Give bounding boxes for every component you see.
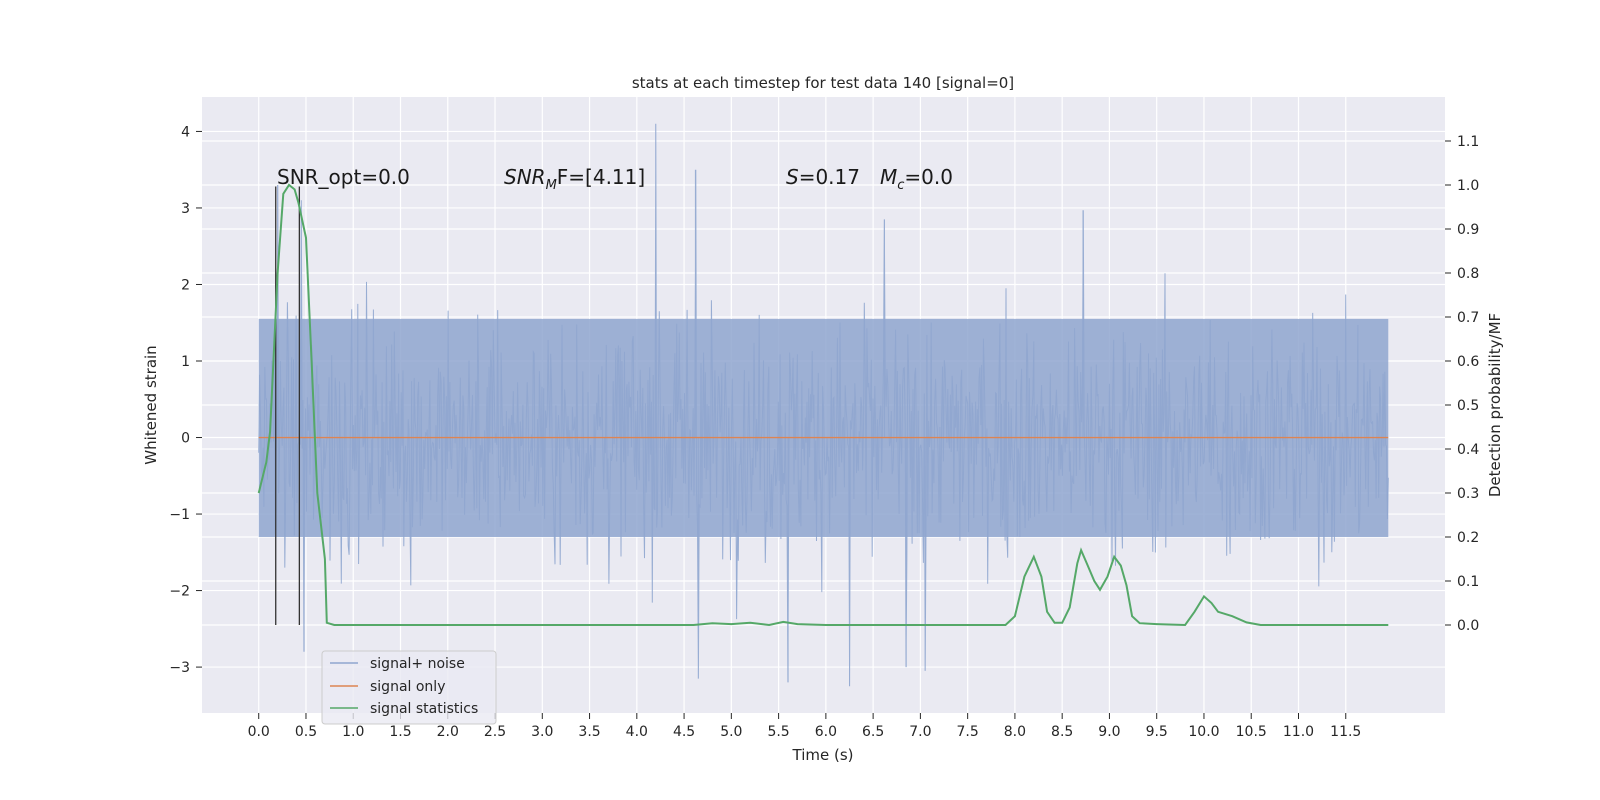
y-axis-right-label: Detection probability/MF (1486, 313, 1504, 497)
x-tick-label: 11.5 (1330, 724, 1361, 740)
vertical-markers (275, 186, 301, 625)
annotation-mc-sub: c (897, 178, 904, 193)
x-axis-ticks: 0.0 0.5 1.0 1.5 2.0 2.5 3.0 3.5 4.0 4.5 5.0 5.5 6.0 6… (248, 713, 1361, 740)
annotation-snr-opt: SNR_opt=0.0 (277, 165, 410, 189)
legend-label-signal-plus-noise: signal+ noise (370, 656, 465, 672)
x-tick-label: 6.5 (862, 724, 884, 740)
y-tick-label: 0 (181, 431, 190, 447)
x-tick-label: 8.5 (1051, 724, 1073, 740)
series-signal-statistics (257, 183, 1389, 627)
legend-label-signal-only: signal only (370, 679, 445, 695)
y-right-tick-label: 0.9 (1457, 222, 1479, 238)
x-tick-label: 10.0 (1188, 724, 1219, 740)
x-tick-label: 1.0 (342, 724, 364, 740)
annotation-snr-mf: SNRMF=[4.11] (504, 165, 645, 193)
x-tick-label: 7.5 (957, 724, 979, 740)
y-right-tick-label: 0.7 (1457, 310, 1479, 326)
y-tick-label: −1 (169, 507, 190, 523)
y-tick-label: 2 (181, 277, 190, 293)
x-tick-label: 4.5 (673, 724, 695, 740)
y-right-tick-label: 0.6 (1457, 354, 1479, 370)
annotation-snr-mf-sub: M (546, 178, 557, 193)
annotation-mc-value: =0.0 (904, 165, 953, 189)
y-axis-label: Whitened strain (142, 345, 160, 464)
legend: signal+ noise signal only signal statist… (321, 650, 497, 725)
annotation-mc-symbol: M (880, 165, 897, 189)
series-signal-plus-noise (258, 123, 1389, 687)
noise-core-band (258, 318, 1389, 537)
y-right-tick-label: 0.0 (1457, 618, 1479, 634)
y-right-tick-label: 0.3 (1457, 486, 1479, 502)
y-right-tick-label: 0.1 (1457, 574, 1479, 590)
annotation-snr-mf-base: SNR (504, 165, 546, 189)
y-axis-right-ticks: 0.0 0.1 0.2 0.3 0.4 0.5 0.6 0.7 0.8 0.9 1.0 1.1 (1445, 134, 1479, 634)
x-tick-label: 3.5 (578, 724, 600, 740)
x-tick-label: 2.5 (484, 724, 506, 740)
x-tick-label: 2.0 (437, 724, 459, 740)
annotation-s-stat: S=0.17 (786, 165, 860, 189)
annotation-s-symbol: S (786, 165, 799, 189)
x-tick-label: 1.5 (389, 724, 411, 740)
x-tick-label: 0.5 (295, 724, 317, 740)
x-tick-label: 3.0 (531, 724, 553, 740)
legend-box (321, 650, 497, 725)
x-tick-label: 8.0 (1004, 724, 1026, 740)
annotation-s-value: =0.17 (799, 165, 860, 189)
y-right-tick-label: 1.0 (1457, 178, 1479, 194)
chart-title: stats at each timestep for test data 140… (632, 74, 1014, 92)
y-tick-label: 1 (181, 354, 190, 370)
x-tick-label: 9.0 (1098, 724, 1120, 740)
y-right-tick-label: 0.5 (1457, 398, 1479, 414)
x-tick-label: 10.5 (1236, 724, 1267, 740)
y-tick-label: 3 (181, 201, 190, 217)
x-tick-label: 7.0 (909, 724, 931, 740)
y-right-tick-label: 0.8 (1457, 266, 1479, 282)
x-tick-label: 11.0 (1283, 724, 1314, 740)
x-tick-label: 4.0 (626, 724, 648, 740)
y-right-tick-label: 0.4 (1457, 442, 1479, 458)
y-tick-label: −2 (169, 584, 190, 600)
y-axis-left-ticks: −3 −2 −1 0 1 2 3 4 (169, 124, 202, 676)
x-axis-label: Time (s) (792, 746, 854, 764)
y-right-tick-label: 0.2 (1457, 530, 1479, 546)
y-right-tick-label: 1.1 (1457, 134, 1479, 150)
x-tick-label: 5.5 (767, 724, 789, 740)
annotation-snr-mf-value: F=[4.11] (557, 165, 645, 189)
x-tick-label: 5.0 (720, 724, 742, 740)
annotation-mc: Mc=0.0 (880, 165, 953, 193)
x-tick-label: 9.5 (1146, 724, 1168, 740)
legend-label-signal-statistics: signal statistics (370, 701, 478, 717)
y-tick-label: 4 (181, 124, 190, 140)
y-tick-label: −3 (169, 660, 190, 676)
x-tick-label: 6.0 (815, 724, 837, 740)
x-tick-label: 0.0 (248, 724, 270, 740)
